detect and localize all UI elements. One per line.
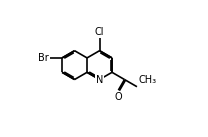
Text: CH₃: CH₃ (139, 75, 157, 85)
Text: Cl: Cl (95, 27, 104, 37)
Text: O: O (115, 92, 122, 102)
Text: N: N (96, 75, 103, 85)
Text: Br: Br (38, 53, 48, 63)
